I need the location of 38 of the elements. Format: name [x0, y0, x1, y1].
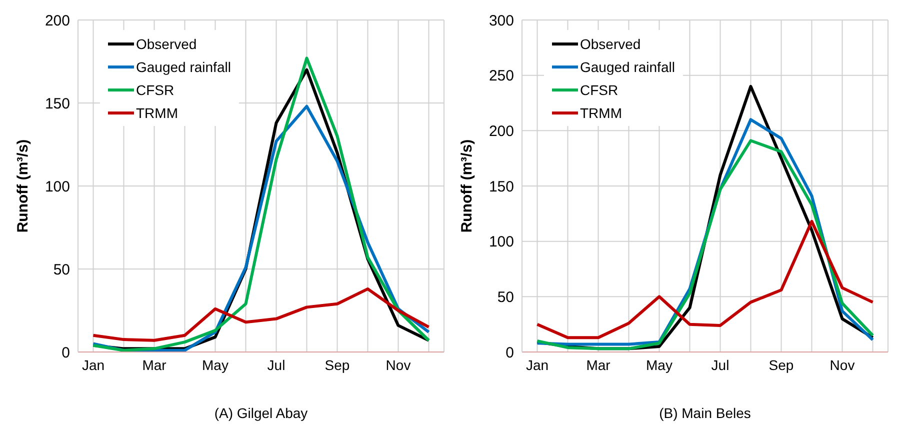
line-series	[536, 220, 874, 340]
x-tick-label: Sep	[768, 356, 794, 373]
x-tick-label: Sep	[324, 356, 350, 373]
y-tick-label: 200	[488, 122, 514, 140]
y-tick-label: 150	[44, 95, 70, 112]
x-axis-title: (A) Gilgel Abay	[214, 405, 308, 421]
y-tick-label: 0	[506, 344, 514, 362]
x-tick-label: Jan	[82, 356, 105, 373]
legend-label: CFSR	[136, 82, 174, 98]
y-tick-label: 100	[44, 178, 70, 196]
y-axis-title: Runoff (m³/s)	[14, 139, 32, 233]
legend-label: CFSR	[580, 82, 618, 98]
x-tick-label: Jan	[526, 356, 549, 373]
y-tick-label: 200	[44, 12, 70, 30]
y-tick-label: 50	[497, 288, 514, 306]
x-tick-label: Nov	[830, 356, 855, 373]
y-tick-label: 50	[53, 261, 70, 278]
x-tick-label: Jul	[267, 356, 286, 373]
legend-label: Observed	[580, 36, 641, 52]
x-tick-label: May	[202, 356, 228, 373]
legend-label: TRMM	[136, 104, 178, 120]
y-axis-title: Runoff (m³/s)	[458, 139, 476, 233]
y-tick-label: 100	[488, 234, 514, 251]
x-tick-label: Mar	[586, 356, 611, 373]
line-series	[92, 287, 430, 342]
y-tick-label: 0	[62, 344, 70, 362]
x-axis-title: (B) Main Beles	[659, 405, 751, 421]
y-tick-label: 250	[488, 68, 514, 85]
y-tick-label: 150	[488, 178, 514, 196]
x-tick-label: Jul	[711, 356, 730, 373]
x-tick-label: Mar	[142, 356, 167, 373]
y-tick-label: 300	[488, 12, 514, 30]
legend-label: TRMM	[580, 104, 622, 120]
x-tick-label: May	[646, 356, 672, 373]
legend-label: Gauged rainfall	[580, 58, 675, 74]
legend-label: Observed	[136, 36, 197, 52]
x-tick-label: Nov	[386, 356, 411, 373]
legend-label: Gauged rainfall	[136, 58, 231, 74]
